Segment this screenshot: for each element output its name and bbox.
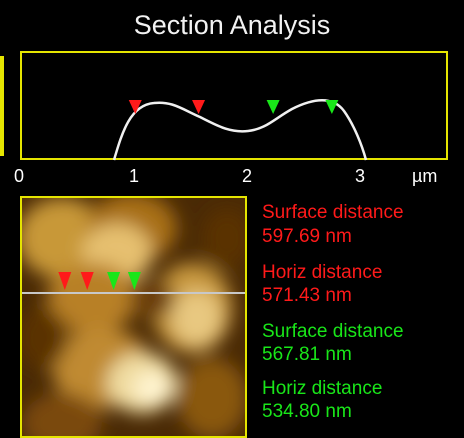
red-surface-distance-value: 597.69 nm [262,226,352,247]
page-title: Section Analysis [133,10,331,40]
red-surface-distance-label: Surface distance [262,202,404,223]
image-marker-2 [80,272,94,290]
red-horiz-distance-value: 571.43 nm [262,285,352,306]
image-marker-1 [58,272,72,290]
profile-marker-4 [325,100,339,114]
section-profile-plot [20,51,448,161]
x-tick-2: 2 [242,166,253,186]
image-marker-4 [127,272,141,290]
green-horiz-distance-label: Horiz distance [262,378,383,399]
profile-marker-2 [192,100,206,114]
x-axis-unit: µm [412,166,438,186]
profile-marker-1 [128,100,142,114]
x-tick-1: 1 [129,166,140,186]
green-horiz-distance-value: 534.80 nm [262,401,352,422]
green-surface-distance-label: Surface distance [262,321,404,342]
left-edge-bar [0,56,4,156]
afm-height-image [20,196,247,438]
profile-curve [112,99,368,161]
green-surface-distance-value: 567.81 nm [262,344,352,365]
x-tick-3: 3 [355,166,366,186]
x-tick-0: 0 [14,166,25,186]
image-marker-3 [107,272,121,290]
red-horiz-distance-label: Horiz distance [262,262,383,283]
profile-marker-3 [266,100,280,114]
